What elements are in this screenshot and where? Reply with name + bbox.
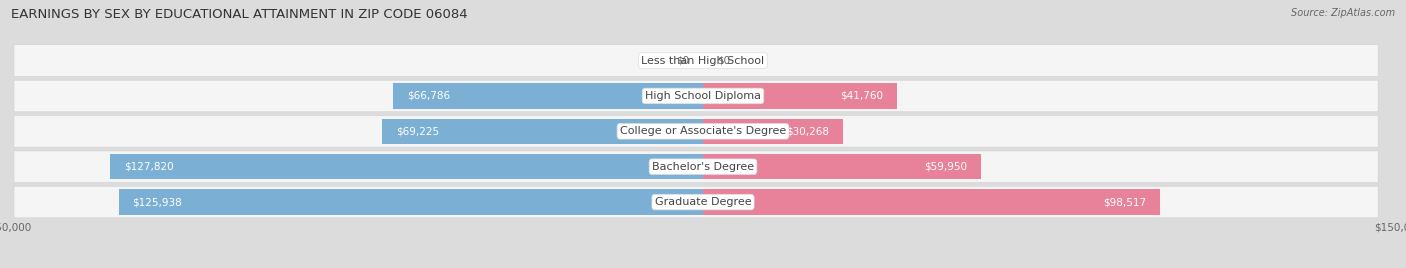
Text: $125,938: $125,938	[132, 197, 183, 207]
Text: $41,760: $41,760	[839, 91, 883, 101]
Bar	[703, 83, 897, 109]
Text: $69,225: $69,225	[395, 126, 439, 136]
Text: $66,786: $66,786	[408, 91, 450, 101]
Text: Source: ZipAtlas.com: Source: ZipAtlas.com	[1291, 8, 1395, 18]
FancyBboxPatch shape	[14, 116, 1378, 147]
FancyBboxPatch shape	[14, 151, 1378, 183]
Text: $98,517: $98,517	[1104, 197, 1146, 207]
Text: $0: $0	[717, 55, 730, 66]
Bar	[382, 118, 703, 144]
FancyBboxPatch shape	[14, 80, 1378, 112]
Text: $0: $0	[676, 55, 689, 66]
Text: Graduate Degree: Graduate Degree	[655, 197, 751, 207]
Text: Less than High School: Less than High School	[641, 55, 765, 66]
Text: $30,268: $30,268	[786, 126, 830, 136]
FancyBboxPatch shape	[14, 186, 1378, 218]
Bar	[703, 189, 1160, 215]
Bar	[110, 154, 703, 180]
Text: High School Diploma: High School Diploma	[645, 91, 761, 101]
Text: $59,950: $59,950	[924, 162, 967, 172]
Bar	[394, 83, 703, 109]
FancyBboxPatch shape	[14, 45, 1378, 76]
Bar	[118, 189, 703, 215]
Text: EARNINGS BY SEX BY EDUCATIONAL ATTAINMENT IN ZIP CODE 06084: EARNINGS BY SEX BY EDUCATIONAL ATTAINMEN…	[11, 8, 468, 21]
Text: College or Associate's Degree: College or Associate's Degree	[620, 126, 786, 136]
Bar	[703, 118, 844, 144]
Text: $127,820: $127,820	[124, 162, 173, 172]
Bar	[703, 154, 981, 180]
Text: Bachelor's Degree: Bachelor's Degree	[652, 162, 754, 172]
